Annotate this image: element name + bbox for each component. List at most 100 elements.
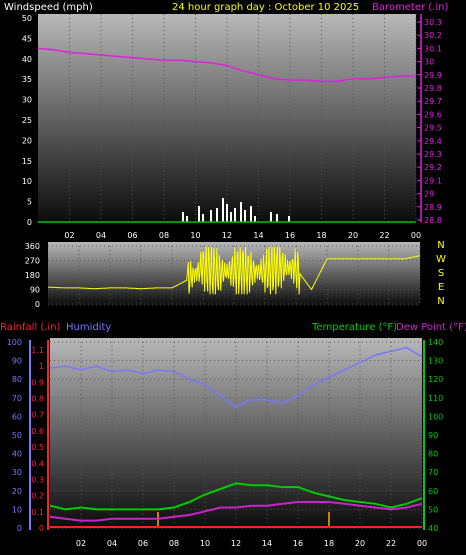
x-tick-label: 12 bbox=[222, 231, 232, 240]
x-tick-label: 20 bbox=[348, 231, 358, 240]
x-tick-label: 18 bbox=[316, 231, 326, 240]
barometer-axis-title: Barometer (.in) bbox=[372, 2, 448, 13]
x-tick-label: 22 bbox=[379, 231, 389, 240]
wind-bar bbox=[226, 204, 228, 222]
wind-bar bbox=[234, 208, 236, 222]
chart-title: 24 hour graph day : October 10 2025 bbox=[172, 2, 359, 13]
barometer-tick-label: 29.5 bbox=[424, 124, 442, 133]
rain-tick-label: 1.1 bbox=[31, 346, 44, 355]
x-tick-label: 10 bbox=[200, 539, 210, 548]
wind-tick-label: 20 bbox=[22, 136, 32, 145]
x-tick-label: 02 bbox=[64, 231, 74, 240]
wind-tick-label: 45 bbox=[22, 34, 32, 43]
x-tick-label: 08 bbox=[169, 539, 179, 548]
barometer-tick-label: 30.1 bbox=[424, 44, 442, 53]
x-tick-label: 04 bbox=[107, 539, 117, 548]
barometer-tick-label: 29.4 bbox=[424, 137, 442, 146]
direction-tick-label: 90 bbox=[30, 286, 40, 295]
x-tick-label: 16 bbox=[293, 539, 303, 548]
barometer-tick-label: 29 bbox=[424, 190, 434, 199]
windspeed-axis-title: Windspeed (mph) bbox=[4, 2, 93, 13]
compass-label: E bbox=[438, 282, 444, 293]
x-tick-label: 10 bbox=[190, 231, 200, 240]
wind-bar bbox=[240, 202, 242, 222]
temperature-tick-label: 130 bbox=[428, 357, 443, 366]
wind-tick-label: 10 bbox=[22, 177, 32, 186]
humidity-tick-label: 0 bbox=[17, 524, 22, 533]
temperature-tick-label: 60 bbox=[428, 487, 438, 496]
rain-tick-label: 0.6 bbox=[31, 427, 44, 436]
x-tick-label: 22 bbox=[386, 539, 396, 548]
rain-tick-label: 0.1 bbox=[31, 508, 44, 517]
temperature-tick-label: 120 bbox=[428, 375, 443, 384]
rain-tick-label: 0.5 bbox=[31, 443, 44, 452]
rain-tick-label: 1 bbox=[39, 362, 44, 371]
barometer-tick-label: 29.2 bbox=[424, 163, 442, 172]
temperature-line bbox=[49, 482, 423, 511]
wind-bar bbox=[216, 208, 218, 222]
x-tick-label: 18 bbox=[324, 539, 334, 548]
barometer-tick-label: 29.3 bbox=[424, 150, 442, 159]
dewpoint-axis-title: Dew Point (°F) bbox=[396, 322, 466, 333]
wind-direction-line bbox=[48, 246, 421, 295]
humidity-tick-label: 90 bbox=[12, 357, 22, 366]
x-tick-label: 00 bbox=[411, 231, 421, 240]
humidity-axis-title: Humidity bbox=[66, 322, 111, 333]
x-tick-label: 20 bbox=[355, 539, 365, 548]
humidity-tick-label: 40 bbox=[12, 450, 22, 459]
x-tick-label: 04 bbox=[96, 231, 106, 240]
wind-bar bbox=[230, 212, 232, 222]
x-tick-label: 16 bbox=[285, 231, 295, 240]
barometer-tick-label: 29.9 bbox=[424, 71, 442, 80]
barometer-tick-label: 29.1 bbox=[424, 176, 442, 185]
barometer-tick-label: 30.3 bbox=[424, 18, 442, 27]
dewpoint-line bbox=[49, 501, 423, 522]
wind-bar bbox=[182, 212, 184, 222]
wind-tick-label: 40 bbox=[22, 55, 32, 64]
barometer-tick-label: 30 bbox=[424, 58, 434, 67]
x-tick-label: 12 bbox=[231, 539, 241, 548]
humidity-tick-label: 60 bbox=[12, 412, 22, 421]
temperature-tick-label: 110 bbox=[428, 394, 443, 403]
wind-tick-label: 15 bbox=[22, 157, 32, 166]
wind-bar bbox=[198, 206, 200, 222]
temperature-tick-label: 90 bbox=[428, 431, 438, 440]
rain-tick-label: 0.4 bbox=[31, 459, 44, 468]
barometer-tick-label: 29.8 bbox=[424, 84, 442, 93]
direction-tick-label: 270 bbox=[25, 257, 40, 266]
barometer-tick-label: 30.2 bbox=[424, 31, 442, 40]
humidity-tick-label: 30 bbox=[12, 468, 22, 477]
compass-label: N bbox=[437, 240, 444, 251]
compass-label: W bbox=[436, 254, 446, 265]
barometer-tick-label: 28.8 bbox=[424, 216, 442, 225]
barometer-tick-label: 29.7 bbox=[424, 97, 442, 106]
temperature-tick-label: 140 bbox=[428, 338, 443, 347]
wind-tick-label: 35 bbox=[22, 75, 32, 84]
barometer-tick-label: 29.6 bbox=[424, 110, 442, 119]
barometer-line bbox=[37, 47, 416, 83]
x-tick-label: 14 bbox=[253, 231, 263, 240]
wind-bar bbox=[270, 212, 272, 222]
temperature-tick-label: 70 bbox=[428, 468, 438, 477]
wind-bar bbox=[288, 216, 290, 222]
barometer-tick-label: 28.9 bbox=[424, 203, 442, 212]
wind-bar bbox=[202, 214, 204, 222]
rain-tick-label: 0 bbox=[39, 524, 44, 533]
x-tick-label: 06 bbox=[138, 539, 148, 548]
temperature-tick-label: 80 bbox=[428, 450, 438, 459]
humidity-tick-label: 50 bbox=[12, 431, 22, 440]
wind-tick-label: 50 bbox=[22, 14, 32, 23]
rain-tick-label: 0.3 bbox=[31, 475, 44, 484]
rain-tick-label: 0.2 bbox=[31, 492, 44, 501]
x-tick-label: 08 bbox=[159, 231, 169, 240]
temperature-tick-label: 100 bbox=[428, 412, 443, 421]
compass-label: N bbox=[437, 296, 444, 307]
wind-bar bbox=[222, 198, 224, 222]
humidity-tick-label: 70 bbox=[12, 394, 22, 403]
temperature-tick-label: 50 bbox=[428, 505, 438, 514]
humidity-line bbox=[49, 346, 423, 408]
rainfall-axis-title: Rainfall (.in) bbox=[0, 322, 61, 333]
x-tick-label: 06 bbox=[127, 231, 137, 240]
x-tick-label: 02 bbox=[76, 539, 86, 548]
